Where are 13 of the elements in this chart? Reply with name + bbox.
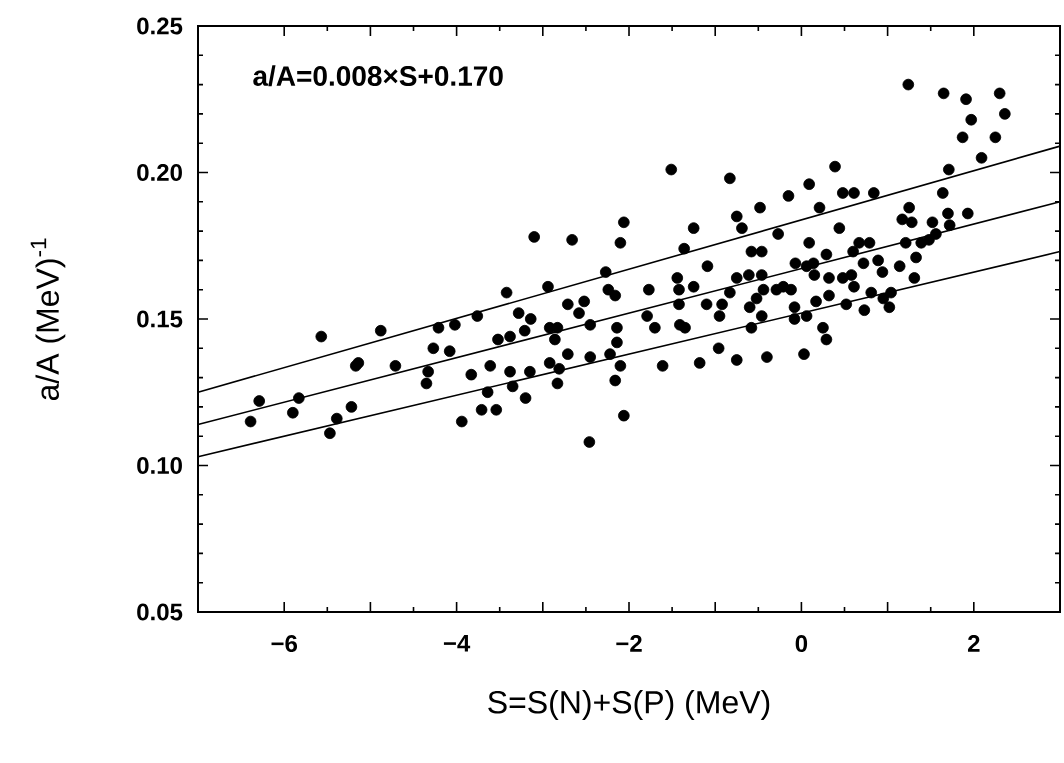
x-tick-label: −4: [443, 635, 471, 652]
y-tick-label: 0.05: [137, 603, 183, 621]
x-tick-label: −2: [616, 635, 642, 652]
y-tick-label: 0.25: [137, 17, 183, 35]
y-tick-label: 0.10: [137, 457, 182, 474]
y-tick-label: 0.15: [137, 310, 183, 328]
y-axis-title: a/A (MeV)$^{-1}$: [30, 238, 66, 401]
x-tick-label: 0: [795, 635, 808, 653]
x-tick-label: 2: [967, 635, 980, 652]
x-axis-title: S=S(N)+S(P) (MeV): [488, 690, 770, 720]
y-tick-label: 0.20: [137, 164, 182, 181]
x-tick-label: −6: [271, 635, 298, 653]
annotation: a/A=0.008×S+0.170: [253, 65, 503, 87]
